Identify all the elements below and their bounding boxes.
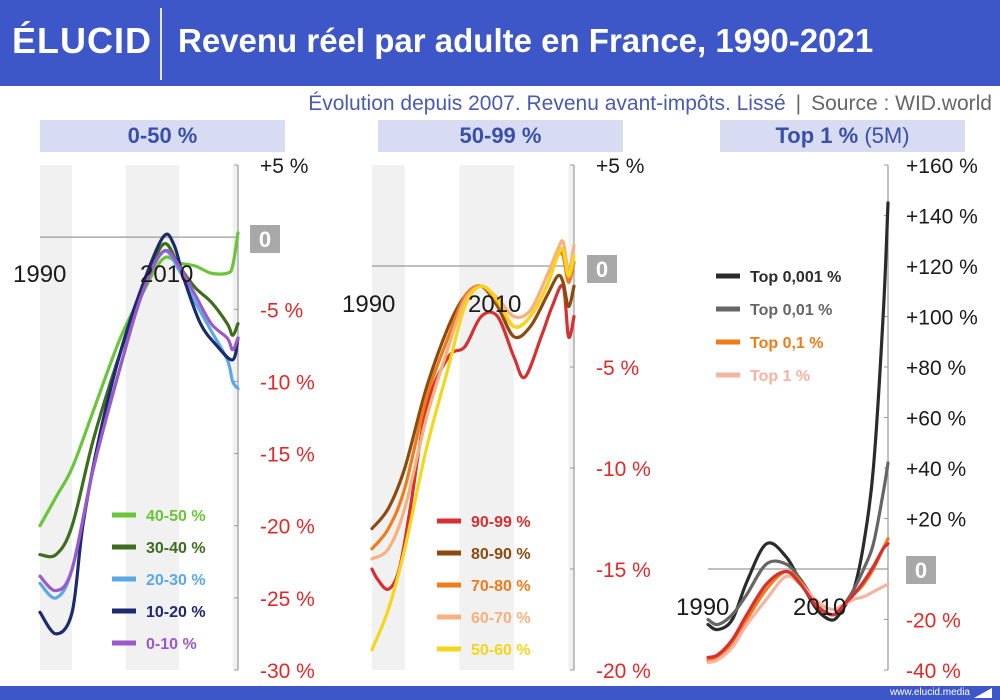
y-tick-label: -10 % [260,371,315,394]
decade-band [40,165,73,670]
decade-band [372,165,405,670]
legend-label: 40-50 % [146,508,206,525]
y-tick-label: -20 % [260,516,315,539]
decade-band [568,165,574,670]
x-tick-label: 1990 [676,594,729,621]
elucid-logo: ÉLUCID [12,20,152,61]
legend-label: 20-30 % [146,572,206,589]
panel-title-50-99: 50-99 % [378,120,623,152]
decade-band [459,165,514,670]
y-tick-label: +5 % [596,155,644,178]
series-line [706,574,890,664]
panel-title-text: 50-99 % [459,123,542,148]
panel-title-top1: Top 1 % (5M) [720,120,965,152]
x-tick-label: 2010 [793,594,846,621]
legend-label: 0-10 % [146,636,197,653]
y-tick-label: +120 % [906,256,978,279]
y-tick-label: -15 % [596,559,651,582]
y-tick-label: -30 % [260,660,315,683]
legend-label: 60-70 % [471,610,531,627]
series-line [38,248,240,593]
x-tick-label: 2010 [468,291,521,318]
header-bar: ÉLUCID Revenu réel par adulte en France,… [0,0,1000,86]
zero-tick-box [906,556,936,584]
y-tick-label: -20 % [596,660,651,683]
legend-label: Top 0,1 % [750,335,824,352]
y-tick-label: +80 % [906,357,966,380]
legend-label: 30-40 % [146,540,206,557]
y-tick-label: -10 % [596,458,651,481]
series-line [706,201,890,632]
legend-label: Top 0,01 % [750,302,832,319]
y-tick-label: +140 % [906,206,978,229]
series-line [38,242,240,559]
subtitle-text: Évolution depuis 2007. Revenu avant-impô… [308,92,786,115]
legend-label: Top 1 % [750,368,810,385]
panel-title-text: 0-50 % [127,123,198,148]
y-tick-label: -5 % [596,357,639,380]
y-tick-label: +40 % [906,458,966,481]
panel-title-text: Top 1 % [775,123,859,148]
series-line [38,231,240,528]
y-tick-label: -15 % [260,444,315,467]
x-tick-label: 1990 [342,291,395,318]
y-tick-label: +5 % [260,155,308,178]
y-tick-label: 0 [915,558,927,583]
legend-label: 50-60 % [471,642,531,659]
y-tick-label: 0 [596,257,608,282]
y-tick-label: -40 % [906,660,961,683]
series-line [38,232,240,636]
footer-bar: www.elucid.media [0,686,1000,700]
y-tick-label: +20 % [906,509,966,532]
subtitle-separator: | [795,92,802,115]
panel-title-suffix: (5M) [864,123,910,148]
decade-band [232,165,238,670]
series-line [370,273,576,531]
zero-tick-box [587,255,617,283]
legend-label: 90-99 % [471,514,531,531]
chart-subtitle: Évolution depuis 2007. Revenu avant-impô… [308,92,992,116]
page-title: Revenu réel par adulte en France, 1990-2… [178,22,874,59]
series-line [370,246,576,652]
header-divider [160,8,162,80]
legend-label: Top 0,001 % [750,269,841,286]
y-tick-label: +100 % [906,307,978,330]
x-tick-label: 1990 [13,261,66,288]
y-tick-label: -5 % [260,299,303,322]
footer-url: www.elucid.media [889,687,970,698]
legend-label: 80-90 % [471,546,531,563]
series-line [706,542,890,659]
y-tick-label: +60 % [906,408,966,431]
y-tick-label: -25 % [260,588,315,611]
y-tick-label: +160 % [906,155,978,178]
panel-title-0-50: 0-50 % [40,120,285,152]
legend-label: 10-20 % [146,604,206,621]
y-tick-label: 0 [259,227,271,252]
zero-tick-box [250,225,280,253]
x-tick-label: 2010 [140,261,193,288]
footer-logo-mark [974,688,992,698]
y-tick-label: -20 % [906,610,961,633]
source-label: Source : WID.world [811,92,992,115]
legend-label: 70-80 % [471,578,531,595]
